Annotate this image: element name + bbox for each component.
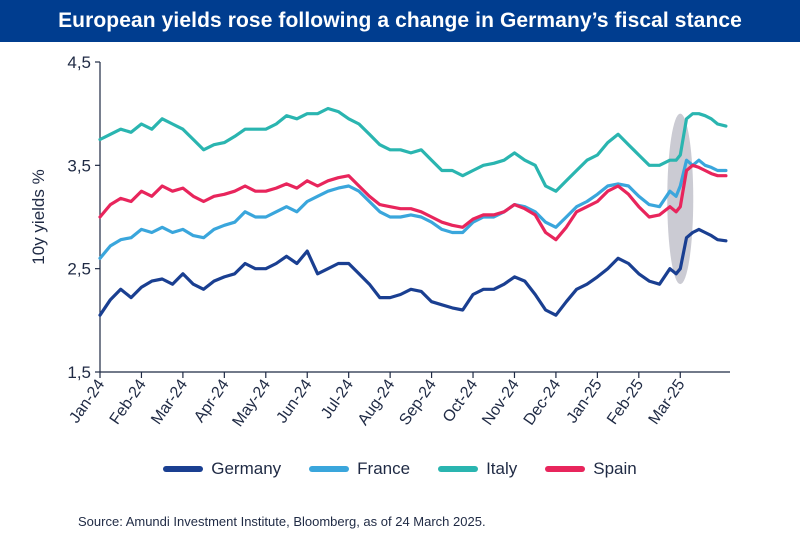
source-note: Source: Amundi Investment Institute, Blo… [78, 514, 486, 529]
x-tick-label: Feb-25 [604, 376, 647, 427]
series-line-france [98, 158, 728, 260]
legend-label: France [357, 459, 411, 478]
legend-label: Germany [211, 459, 282, 478]
legend-item-spain: Spain [545, 459, 637, 479]
y-tick-label: 1,5 [67, 363, 91, 382]
legend-swatch [438, 466, 479, 472]
x-tick-label: Feb-24 [107, 376, 150, 427]
y-tick-label: 2,5 [67, 260, 91, 279]
x-tick-label: Nov-24 [479, 376, 523, 428]
x-tick-label: Apr-24 [191, 376, 233, 425]
chart-title: European yields rose following a change … [58, 9, 742, 32]
y-tick-label: 4,5 [67, 53, 91, 72]
x-tick-label: Mar-24 [148, 376, 191, 427]
legend-label: Italy [486, 459, 518, 478]
x-tick-label: May-24 [230, 376, 275, 430]
x-tick-label: Sep-24 [396, 376, 440, 428]
series-line-italy [98, 106, 728, 193]
x-tick-label: Dec-24 [521, 376, 565, 428]
x-tick-label: Jul-24 [318, 376, 357, 422]
legend-item-france: France [309, 459, 410, 479]
x-tick-label: Jun-24 [274, 376, 316, 426]
y-axis-label: 10y yields % [29, 169, 48, 264]
legend-swatch [309, 466, 350, 472]
x-tick-label: Oct-24 [440, 376, 482, 425]
y-tick-label: 3,5 [67, 156, 91, 175]
legend-swatch [545, 466, 586, 472]
x-tick-label: Jan-24 [66, 376, 108, 426]
legend-item-italy: Italy [438, 459, 517, 479]
legend-swatch [163, 466, 204, 472]
series-line-germany [98, 227, 728, 317]
x-tick-label: Mar-25 [646, 376, 689, 427]
x-tick-label: Jan-25 [564, 376, 606, 426]
x-tick-label: Aug-24 [355, 376, 399, 428]
series-line-spain [98, 163, 728, 242]
legend-label: Spain [593, 459, 637, 478]
legend-item-germany: Germany [163, 459, 281, 479]
title-bar: European yields rose following a change … [0, 0, 800, 42]
chart-legend: Germany France Italy Spain [0, 456, 800, 482]
